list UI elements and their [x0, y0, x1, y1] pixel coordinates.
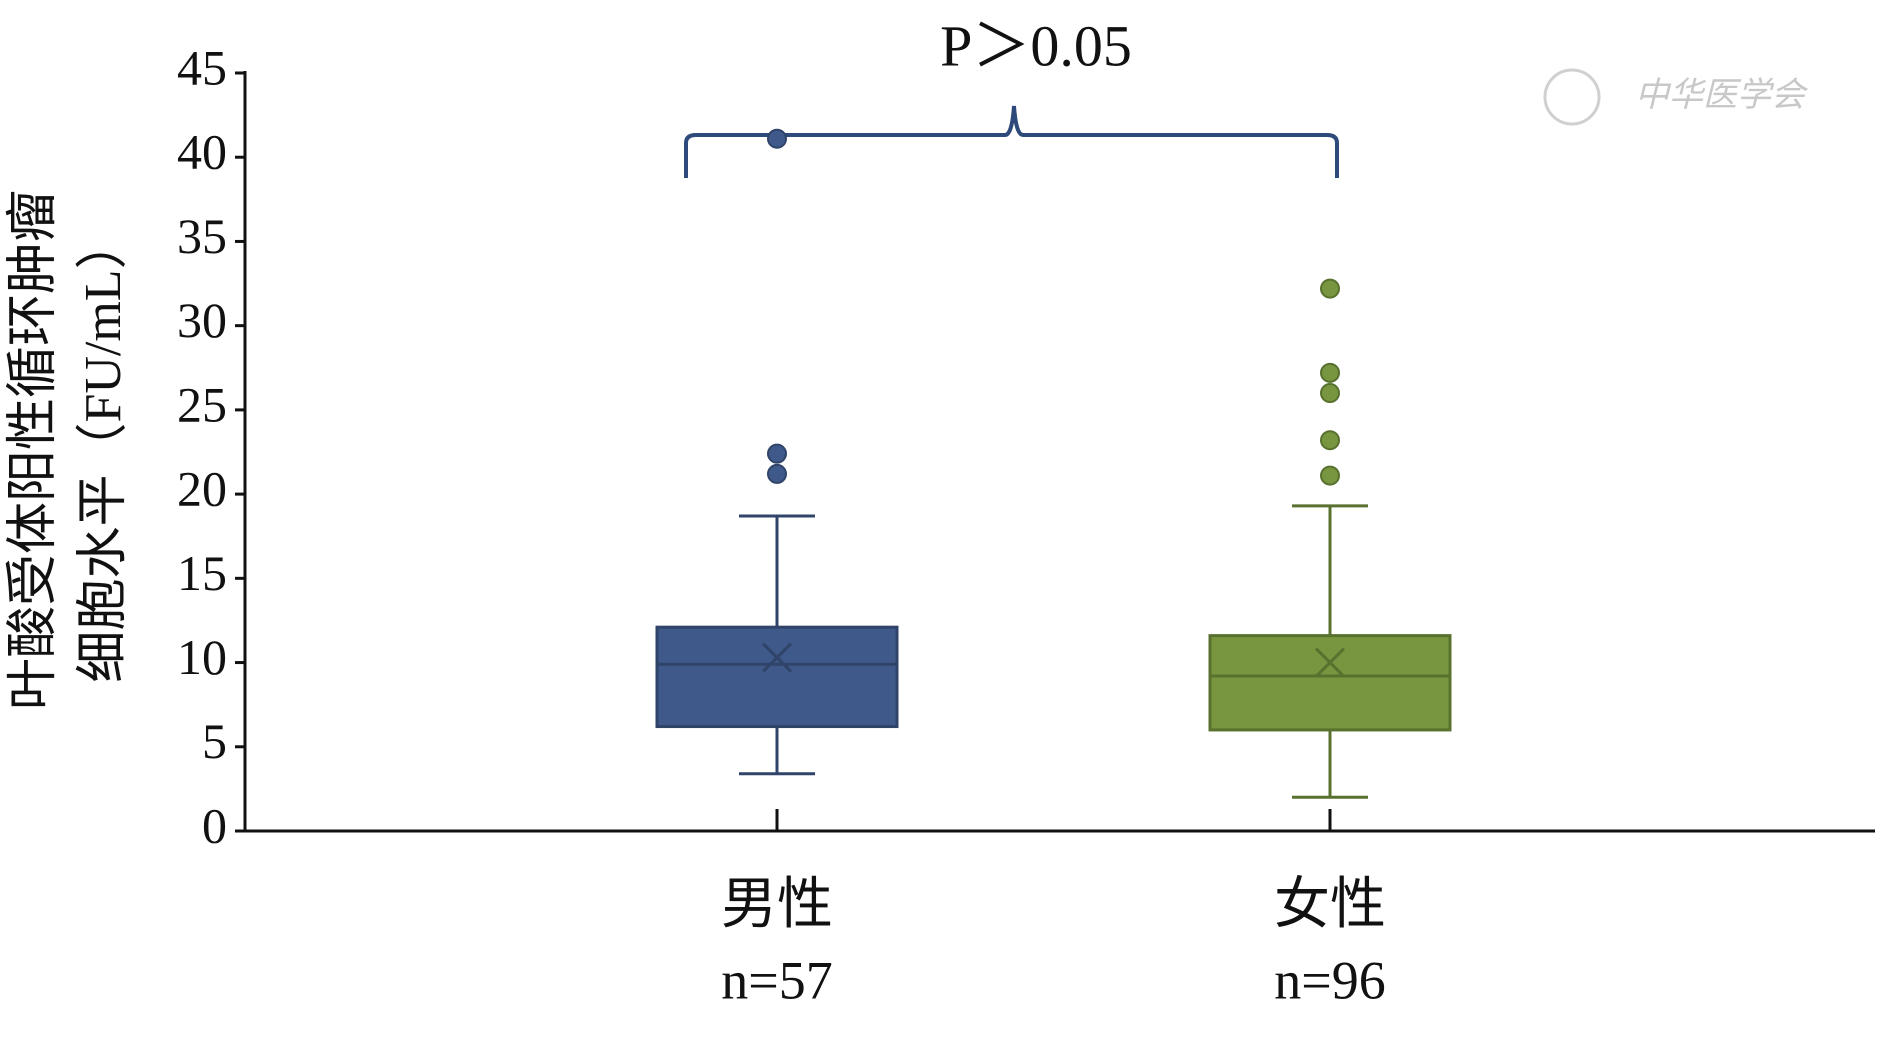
outlier — [767, 443, 787, 464]
x-tick-label: 女性 — [1274, 874, 1386, 936]
sample-size: n=57 — [721, 950, 832, 1010]
y-tick-label: 15 — [177, 545, 227, 601]
watermark-logo — [1543, 68, 1601, 126]
outlier — [1320, 465, 1340, 486]
outlier — [1320, 362, 1340, 383]
box — [655, 625, 899, 729]
outlier — [1320, 430, 1340, 451]
outlier — [767, 463, 787, 484]
y-tick-label: 25 — [177, 376, 227, 432]
y-tick-label: 40 — [177, 124, 227, 180]
y-tick-label: 45 — [177, 39, 227, 95]
y-axis-label: 叶酸受体阳性循环肿瘤 — [5, 190, 62, 710]
significance-bracket — [684, 105, 1339, 178]
y-tick-label: 30 — [177, 292, 227, 348]
sample-size: n=96 — [1274, 950, 1385, 1010]
y-tick-label: 0 — [202, 797, 227, 853]
box — [1208, 634, 1452, 732]
y-tick-label: 20 — [177, 461, 227, 517]
y-tick-label: 10 — [177, 629, 227, 685]
watermark: 中华医学会 — [1635, 77, 1809, 114]
mean-marker — [1314, 647, 1346, 678]
mean-marker — [761, 642, 793, 673]
outlier — [767, 128, 787, 149]
y-tick-label: 35 — [177, 208, 227, 264]
outlier — [1320, 383, 1340, 404]
x-tick-label: 男性 — [721, 874, 833, 936]
y-tick-label: 5 — [202, 713, 227, 769]
p-annotation: P＞0.05 — [940, 13, 1132, 78]
y-axis-label: 细胞水平（FU/mL） — [75, 217, 132, 682]
outlier — [1320, 278, 1340, 299]
